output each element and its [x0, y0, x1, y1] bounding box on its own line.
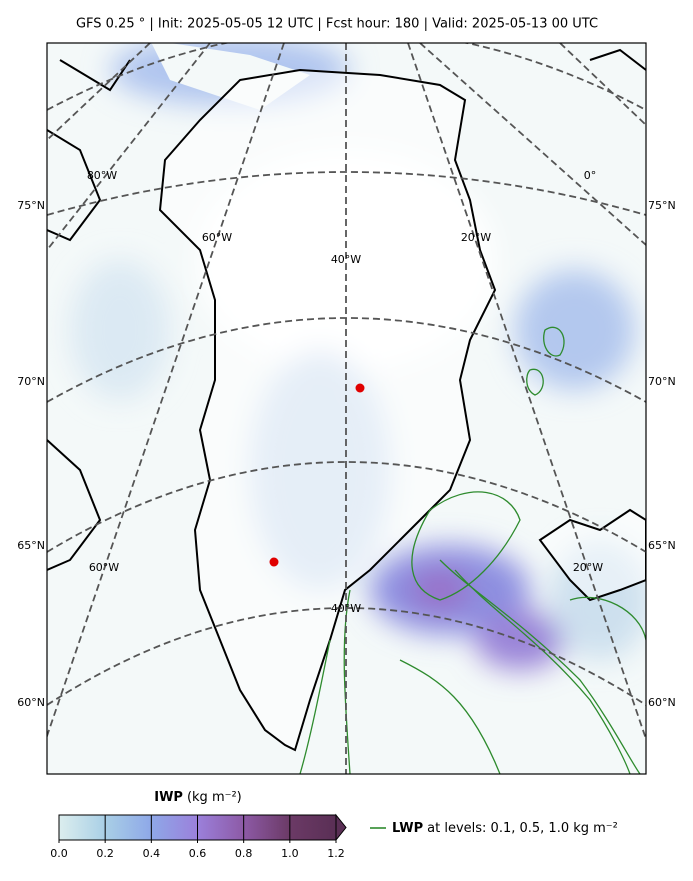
site-marker: [269, 557, 279, 567]
lat-label: 70°N: [17, 375, 45, 388]
colorbar-label: IWP: [154, 790, 183, 805]
lon-label: 60°W: [202, 231, 232, 244]
colorbar-tick-label: 0.6: [189, 847, 207, 860]
colorbar-segment: [105, 815, 152, 840]
lat-label: 75°N: [17, 199, 45, 212]
lon-label: 40°W: [331, 602, 361, 615]
baffin-coast: [47, 439, 102, 571]
colorbar-segment: [197, 815, 244, 840]
map-frame: [46, 42, 647, 775]
iceland-coast: [538, 508, 646, 602]
colorbar-tick-label: 1.0: [281, 847, 299, 860]
colorbar-title: IWP (kg m⁻²): [154, 790, 242, 805]
lon-label: 20°W: [461, 231, 491, 244]
lon-label: 20°W: [573, 561, 603, 574]
legend-desc: at levels: 0.1, 0.5, 1.0 kg m⁻²: [427, 821, 618, 836]
legend-text: LWP at levels: 0.1, 0.5, 1.0 kg m⁻²: [392, 821, 618, 836]
colorbar-extension: [335, 813, 347, 842]
lon-label: 80°W: [87, 169, 117, 182]
colorbar: IWP (kg m⁻²) 0.0 0.2 0.4 0.6 0.8 1.0 1.2: [50, 790, 347, 860]
lat-label: 75°N: [648, 199, 676, 212]
lat-label: 65°N: [648, 539, 676, 552]
colorbar-unit: (kg m⁻²): [187, 790, 242, 805]
lat-label: 60°N: [17, 696, 45, 709]
lat-label: 60°N: [648, 696, 676, 709]
canada-coast: [47, 129, 102, 242]
colorbar-tick-label: 0.8: [235, 847, 253, 860]
colorbar-tick-label: 1.2: [327, 847, 345, 860]
title: GFS 0.25 ° | Init: 2025-05-05 12 UTC | F…: [76, 17, 598, 32]
graticule-labels: 75°N 70°N 65°N 60°N 75°N 70°N 65°N 60°N 80°W 60°W…: [17, 169, 675, 709]
colorbar-segment: [289, 815, 336, 840]
legend-name: LWP: [392, 821, 423, 836]
svalbard-coast: [589, 48, 646, 71]
colorbar-segment: [243, 815, 290, 840]
map-area: [47, 43, 646, 774]
ellesmere-coast: [59, 59, 131, 92]
colorbar-tick-label: 0.0: [50, 847, 68, 860]
colorbar-segment: [59, 815, 106, 840]
colorbar-tick-label: 0.4: [143, 847, 161, 860]
lon-label: 40°W: [331, 253, 361, 266]
colorbar-tick-label: 0.2: [96, 847, 114, 860]
colorbar-segment: [151, 815, 198, 840]
legend: LWP at levels: 0.1, 0.5, 1.0 kg m⁻²: [370, 821, 618, 836]
lon-label: 60°W: [89, 561, 119, 574]
lat-label: 65°N: [17, 539, 45, 552]
site-marker: [355, 383, 365, 393]
lon-label: 0°: [584, 169, 597, 182]
graticule: [47, 43, 646, 774]
lat-label: 70°N: [648, 375, 676, 388]
